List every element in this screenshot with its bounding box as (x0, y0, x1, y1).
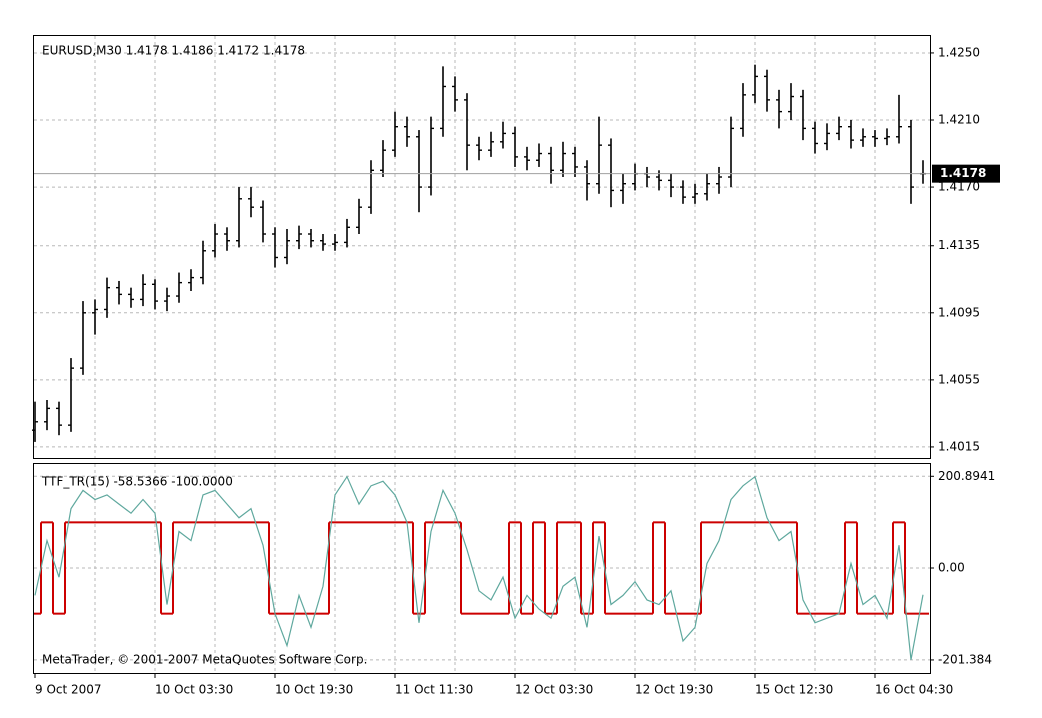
plot-layer: 1.4015 1.4055 1.4095 1.4135 1.4170 1.4210 1.42… (32, 36, 1000, 697)
x-tick-label: 9 Oct 2007 (35, 683, 102, 697)
x-tick-label: 10 Oct 03:30 (155, 683, 233, 697)
y-tick-label: 200.8941 (938, 469, 995, 483)
y-tick-label: 1.4135 (938, 238, 980, 252)
indicator-line (34, 475, 924, 660)
y-tick-label: 1.4055 (938, 372, 980, 386)
y-tick-label: 1.4170 (938, 180, 980, 194)
y-tick-label: 1.4095 (938, 305, 980, 319)
y-tick-label: 1.4250 (938, 45, 980, 59)
price-panel (33, 35, 931, 459)
price-marker-label: 1.4178 (940, 166, 986, 180)
annotation: MetaTrader, © 2001-2007 MetaQuotes Softw… (42, 653, 367, 667)
indicator-title: TTF_TR(15) -58.5366 -100.0000 (41, 475, 233, 489)
x-tick-label: 12 Oct 19:30 (635, 683, 713, 697)
y-tick-label: 1.4015 (938, 439, 980, 453)
x-tick-label: 11 Oct 11:30 (395, 683, 473, 697)
chart-title: EURUSD,M30 1.4178 1.4186 1.4172 1.4178 (42, 44, 305, 58)
y-tick-label: 1.4210 (938, 113, 980, 127)
price-marker-box (932, 164, 1000, 183)
y-tick-label: -201.384 (938, 652, 992, 666)
x-tick-label: 12 Oct 03:30 (515, 683, 593, 697)
x-tick-label: 15 Oct 12:30 (755, 683, 833, 697)
y-tick-label: 0.00 (938, 561, 965, 575)
x-tick-label: 10 Oct 19:30 (275, 683, 353, 697)
x-tick-label: 16 Oct 04:30 (875, 683, 953, 697)
